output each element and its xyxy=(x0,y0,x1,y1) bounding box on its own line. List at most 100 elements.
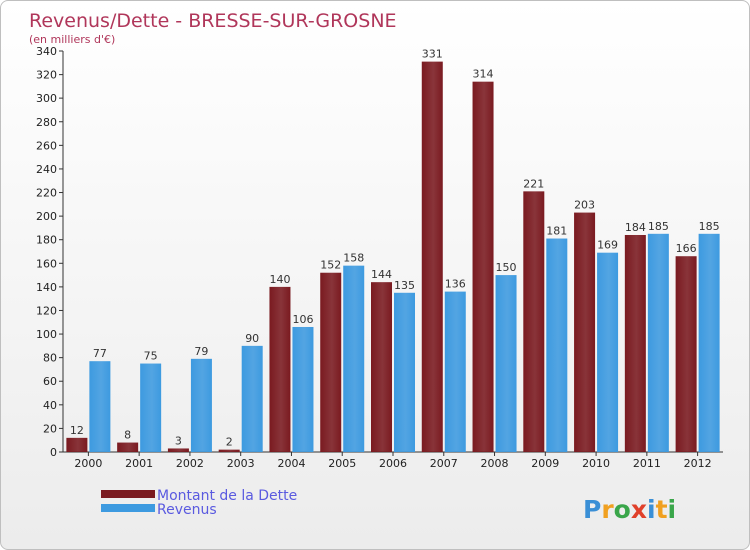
logo-letter: r xyxy=(601,495,614,524)
label-revenus-2003: 90 xyxy=(245,332,259,345)
bar-dette-2010 xyxy=(574,212,596,452)
x-tick-label: 2011 xyxy=(633,457,661,470)
logo-letter: P xyxy=(583,495,601,524)
x-tick-label: 2009 xyxy=(531,457,559,470)
label-dette-2011: 184 xyxy=(625,221,646,234)
label-dette-2007: 331 xyxy=(422,48,443,61)
label-dette-2012: 166 xyxy=(676,242,697,255)
y-ticks: 0 20 40 60 80 100 120 140 160 180 200 220 240 260 280 3… xyxy=(36,45,63,459)
y-tick-label: 320 xyxy=(36,69,57,82)
y-tick-label: 20 xyxy=(43,422,57,435)
x-tick-label: 2012 xyxy=(684,457,712,470)
label-dette-2003: 2 xyxy=(226,436,233,449)
x-tick-label: 2006 xyxy=(379,457,407,470)
bar-revenus-2009 xyxy=(546,238,568,452)
logo-letter: i xyxy=(668,495,677,524)
bar-dette-2009 xyxy=(523,191,545,452)
legend-label-revenus: Revenus xyxy=(157,502,217,518)
y-tick-label: 260 xyxy=(36,139,57,152)
legend-label-dette: Montant de la Dette xyxy=(157,488,297,504)
y-tick-label: 0 xyxy=(50,446,57,459)
label-revenus-2006: 135 xyxy=(394,279,415,292)
label-revenus-2009: 181 xyxy=(546,225,567,238)
y-tick-label: 40 xyxy=(43,399,57,412)
bar-dette-2000 xyxy=(66,437,88,452)
label-revenus-2001: 75 xyxy=(144,350,158,363)
y-tick-label: 220 xyxy=(36,187,57,200)
logo-letter: t xyxy=(656,495,668,524)
label-revenus-2005: 158 xyxy=(343,252,364,265)
label-revenus-2004: 106 xyxy=(292,313,313,326)
bar-dette-2002 xyxy=(167,448,189,452)
bar-dette-2008 xyxy=(472,81,494,452)
y-tick-label: 60 xyxy=(43,375,57,388)
bar-revenus-2005 xyxy=(343,265,365,452)
logo-letter: x xyxy=(631,495,647,524)
label-dette-2009: 221 xyxy=(523,177,544,190)
bar-revenus-2012 xyxy=(698,233,720,452)
label-revenus-2008: 150 xyxy=(496,261,517,274)
chart-subtitle: (en milliers d'€) xyxy=(29,33,115,46)
bar-revenus-2002 xyxy=(190,358,212,452)
y-tick-label: 300 xyxy=(36,92,57,105)
bar-dette-2012 xyxy=(675,256,697,452)
proxiti-logo-text: Proxiti xyxy=(583,495,676,524)
logo-letter: o xyxy=(614,495,631,524)
x-tick-label: 2008 xyxy=(481,457,509,470)
bar-dette-2004 xyxy=(269,286,291,452)
label-dette-2006: 144 xyxy=(371,268,392,281)
x-tick-label: 2003 xyxy=(227,457,255,470)
label-revenus-2012: 185 xyxy=(699,220,720,233)
logo-letter: i xyxy=(647,495,656,524)
y-tick-label: 120 xyxy=(36,304,57,317)
bar-dette-2005 xyxy=(320,272,342,452)
bar-dette-2001 xyxy=(117,442,139,452)
legend-swatch-revenus xyxy=(101,504,155,512)
x-tick-label: 2010 xyxy=(582,457,610,470)
bar-revenus-2004 xyxy=(292,326,314,452)
bar-dette-2007 xyxy=(421,61,443,452)
legend: Montant de la Dette Revenus xyxy=(101,488,297,518)
y-tick-label: 160 xyxy=(36,257,57,270)
legend-swatch-dette xyxy=(101,490,155,498)
label-dette-2001: 8 xyxy=(124,429,131,442)
proxiti-logo: Proxiti xyxy=(583,495,676,524)
bar-revenus-2007 xyxy=(444,291,466,452)
bar-revenus-2000 xyxy=(89,361,111,452)
bar-dette-2006 xyxy=(371,282,392,452)
label-dette-2002: 3 xyxy=(175,434,182,447)
bar-revenus-2006 xyxy=(394,292,415,452)
chart-title: Revenus/Dette - BRESSE-SUR-GROSNE xyxy=(29,10,397,32)
y-tick-label: 80 xyxy=(43,352,57,365)
bar-revenus-2001 xyxy=(140,363,162,452)
label-dette-2010: 203 xyxy=(574,199,595,212)
label-dette-2008: 314 xyxy=(473,68,494,81)
y-tick-label: 280 xyxy=(36,116,57,129)
y-tick-label: 200 xyxy=(36,210,57,223)
x-tick-label: 2002 xyxy=(176,457,204,470)
y-tick-label: 140 xyxy=(36,281,57,294)
y-tick-label: 340 xyxy=(36,45,57,58)
label-revenus-2011: 185 xyxy=(648,220,669,233)
y-tick-label: 180 xyxy=(36,234,57,247)
x-ticks: 2000 2001 2002 2003 2004 2005 2006 2007 2008 2009… xyxy=(74,452,712,470)
y-tick-label: 240 xyxy=(36,163,57,176)
bar-revenus-2008 xyxy=(495,275,517,452)
x-tick-label: 2001 xyxy=(125,457,153,470)
bar-revenus-2003 xyxy=(241,345,263,452)
label-dette-2000: 12 xyxy=(70,424,84,437)
bar-revenus-2011 xyxy=(647,233,669,452)
label-revenus-2007: 136 xyxy=(445,278,466,291)
x-tick-label: 2007 xyxy=(430,457,458,470)
label-dette-2004: 140 xyxy=(269,273,290,286)
label-revenus-2000: 77 xyxy=(93,347,107,360)
label-revenus-2010: 169 xyxy=(597,239,618,252)
bar-dette-2011 xyxy=(624,234,646,452)
x-tick-label: 2005 xyxy=(328,457,356,470)
y-tick-label: 100 xyxy=(36,328,57,341)
label-revenus-2002: 79 xyxy=(194,345,208,358)
bar-dette-2003 xyxy=(218,449,240,452)
